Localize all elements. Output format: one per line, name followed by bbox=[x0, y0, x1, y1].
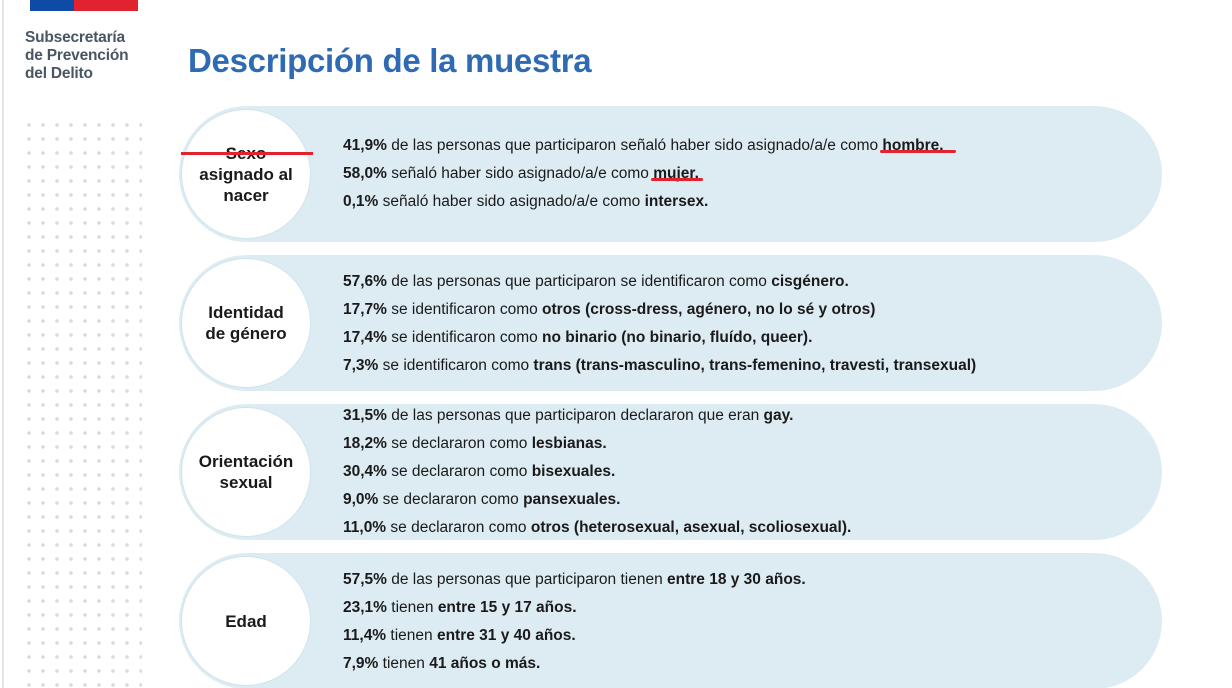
section-label-line: Sexo bbox=[181, 143, 313, 164]
stat-highlight: bisexuales. bbox=[531, 463, 616, 480]
stat-value: 58,0% bbox=[343, 165, 387, 182]
flag-red-stripe bbox=[74, 0, 138, 11]
stat-highlight: cisgénero. bbox=[771, 273, 849, 290]
flag-bar bbox=[30, 0, 138, 11]
stat-value: 18,2% bbox=[343, 435, 387, 452]
stat-text: de las personas que participaron tienen bbox=[386, 571, 667, 588]
stat-text: se declararon como bbox=[386, 463, 532, 480]
stat-highlight: intersex. bbox=[644, 193, 709, 210]
stat-highlight: entre 15 y 17 años. bbox=[437, 599, 577, 616]
stat-value: 9,0% bbox=[343, 491, 379, 508]
section-label-circle: Edad bbox=[186, 561, 306, 681]
brand-line-1: Subsecretaría bbox=[25, 29, 125, 46]
stat-line: 17,7% se identificaron como otros (cross… bbox=[343, 296, 976, 324]
section-identidad-genero: Identidad de género 57,6% de las persona… bbox=[179, 255, 1162, 391]
stat-value: 31,5% bbox=[343, 407, 387, 424]
stat-value: 0,1% bbox=[343, 193, 379, 210]
section-label-circle: Identidad de género bbox=[186, 263, 306, 383]
stat-line: 41,9% de las personas que participaron s… bbox=[343, 132, 944, 160]
stat-line: 30,4% se declararon como bisexuales. bbox=[343, 458, 851, 486]
section-label-line: sexual bbox=[219, 473, 273, 492]
stat-line: 11,0% se declararon como otros (heterose… bbox=[343, 514, 851, 542]
flag-blue-stripe bbox=[30, 0, 74, 11]
stat-line: 7,9% tienen 41 años o más. bbox=[343, 650, 806, 678]
stat-highlight: gay. bbox=[763, 407, 794, 424]
stat-highlight: 41 años o más. bbox=[429, 655, 541, 672]
stat-value: 57,5% bbox=[343, 571, 387, 588]
section-edad: Edad 57,5% de las personas que participa… bbox=[179, 553, 1162, 688]
section-items: 57,6% de las personas que participaron s… bbox=[343, 268, 976, 380]
stat-text: de las personas que participaron declara… bbox=[386, 407, 764, 424]
brand-line-3: del Delito bbox=[25, 65, 93, 82]
section-label-line: asignado al bbox=[199, 164, 293, 184]
stat-text: se identificaron como bbox=[386, 329, 543, 346]
stat-value: 30,4% bbox=[343, 463, 387, 480]
stat-value: 11,0% bbox=[343, 519, 387, 536]
section-items: 41,9% de las personas que participaron s… bbox=[343, 132, 944, 216]
page-title: Descripción de la muestra bbox=[188, 42, 592, 79]
stat-text: de las personas que participaron se iden… bbox=[386, 273, 772, 290]
brand-logo-text: Subsecretaría de Prevención del Delito bbox=[25, 29, 129, 83]
section-items: 57,5% de las personas que participaron t… bbox=[343, 566, 806, 678]
section-label-line: Identidad bbox=[208, 303, 284, 322]
stat-text: se declararon como bbox=[386, 519, 531, 536]
stat-text: se declararon como bbox=[386, 435, 532, 452]
brand-line-2: de Prevención bbox=[25, 47, 129, 64]
section-label-circle: Orientación sexual bbox=[186, 412, 306, 532]
stat-line: 0,1% señaló haber sido asignado/a/e como… bbox=[343, 188, 944, 216]
decorative-dot-grid bbox=[22, 118, 142, 688]
stat-highlight: entre 18 y 30 años. bbox=[667, 571, 806, 588]
stat-line: 58,0% señaló haber sido asignado/a/e com… bbox=[343, 160, 944, 188]
section-label-circle: Sexo asignado al nacer bbox=[181, 114, 313, 234]
stat-value: 11,4% bbox=[343, 627, 387, 644]
stat-text: señaló haber sido asignado/a/e como bbox=[386, 165, 654, 182]
stat-text: se identificaron como bbox=[386, 301, 543, 318]
stat-line: 57,6% de las personas que participaron s… bbox=[343, 268, 976, 296]
section-orientacion-sexual: Orientación sexual 31,5% de las personas… bbox=[179, 404, 1162, 540]
stat-highlight: pansexuales. bbox=[523, 491, 621, 508]
stat-text: tienen bbox=[386, 599, 438, 616]
stat-line: 23,1% tienen entre 15 y 17 años. bbox=[343, 594, 806, 622]
stat-text: señaló haber sido asignado/a/e como bbox=[378, 193, 645, 210]
stat-line: 9,0% se declararon como pansexuales. bbox=[343, 486, 851, 514]
stat-value: 7,9% bbox=[343, 655, 379, 672]
section-label-line: Orientación bbox=[198, 452, 294, 471]
stat-highlight: trans (trans-masculino, trans-femenino, … bbox=[533, 357, 977, 374]
section-items: 31,5% de las personas que participaron d… bbox=[343, 402, 851, 542]
stat-text: se declararon como bbox=[378, 491, 524, 508]
stat-line: 17,4% se identificaron como no binario (… bbox=[343, 324, 976, 352]
stat-text: de las personas que participaron señaló … bbox=[386, 137, 883, 154]
stat-line: 7,3% se identificaron como trans (trans-… bbox=[343, 352, 976, 380]
stat-text: se identificaron como bbox=[378, 357, 534, 374]
section-label-line: nacer bbox=[223, 185, 269, 205]
stat-line: 57,5% de las personas que participaron t… bbox=[343, 566, 806, 594]
section-sexo-asignado: Sexo asignado al nacer 41,9% de las pers… bbox=[179, 106, 1162, 242]
stat-highlight: entre 31 y 40 años. bbox=[436, 627, 576, 644]
stat-line: 31,5% de las personas que participaron d… bbox=[343, 402, 851, 430]
stat-highlight: otros (cross-dress, agénero, no lo sé y … bbox=[542, 301, 876, 318]
stat-highlight: mujer. bbox=[653, 165, 699, 182]
stat-text: tienen bbox=[386, 627, 437, 644]
stat-value: 57,6% bbox=[343, 273, 387, 290]
stat-line: 11,4% tienen entre 31 y 40 años. bbox=[343, 622, 806, 650]
stat-highlight: hombre. bbox=[882, 137, 944, 154]
page-left-border bbox=[2, 0, 4, 688]
section-label-line: Edad bbox=[225, 611, 267, 631]
section-label-line: de género bbox=[205, 324, 287, 343]
stat-highlight: no binario (no binario, fluído, queer). bbox=[542, 329, 813, 346]
stat-value: 17,7% bbox=[343, 301, 387, 318]
stat-value: 41,9% bbox=[343, 137, 387, 154]
stat-highlight: lesbianas. bbox=[531, 435, 607, 452]
stat-value: 7,3% bbox=[343, 357, 379, 374]
stat-value: 23,1% bbox=[343, 599, 387, 616]
stat-value: 17,4% bbox=[343, 329, 387, 346]
stat-highlight: otros (heterosexual, asexual, scoliosexu… bbox=[530, 519, 852, 536]
stat-line: 18,2% se declararon como lesbianas. bbox=[343, 430, 851, 458]
stat-text: tienen bbox=[378, 655, 430, 672]
